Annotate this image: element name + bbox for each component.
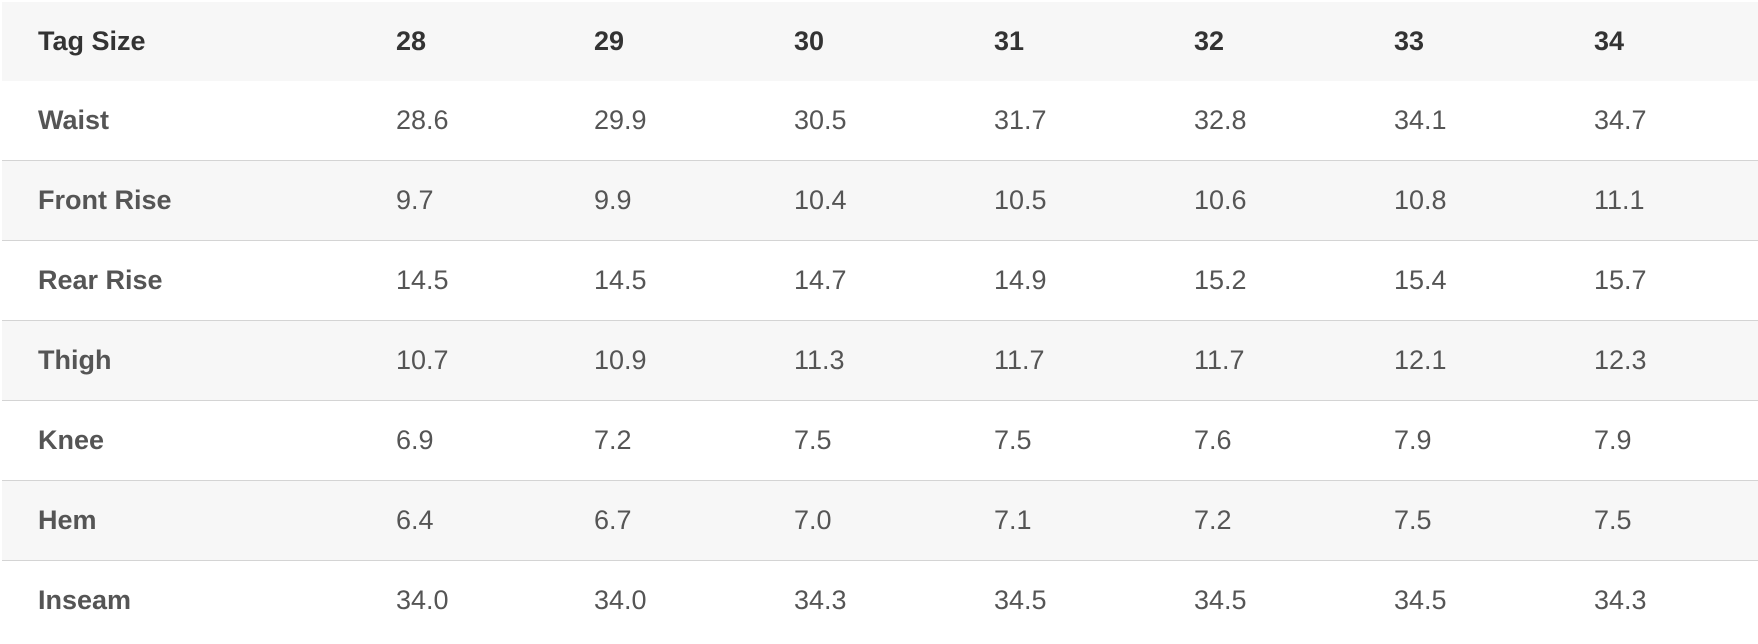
header-size-28: 28 [396,26,427,56]
table-cell: 11.7 [994,320,1194,401]
table-cell: 32.8 [1194,81,1394,161]
table-cell: 34.7 [1594,81,1758,161]
table-cell: 7.9 [1594,400,1758,481]
header-size-34: 34 [1594,26,1625,56]
table-cell: 7.2 [594,400,794,481]
table-cell: 6.4 [396,480,594,561]
row-label: Hem [2,480,396,561]
table-cell: 29.9 [594,81,794,161]
header-label-tag-size: Tag Size [38,26,146,56]
table-cell: 11.3 [794,320,994,401]
table-cell: 34.3 [794,585,847,615]
table-cell: 34.1 [1394,81,1594,161]
table-cell: 7.2 [1194,480,1394,561]
table-cell: 12.3 [1594,320,1758,401]
table-cell: 7.5 [1594,480,1758,561]
table-cell: 10.7 [396,320,594,401]
table-row-front-rise: Front Rise 9.7 9.9 10.4 10.5 10.6 10.8 1… [2,160,1758,241]
table-cell: 10.9 [594,320,794,401]
table-cell: 34.5 [1194,585,1247,615]
table-cell: 7.5 [1394,480,1594,561]
table-cell: 14.9 [994,240,1194,321]
header-size-32: 32 [1194,26,1225,56]
table-cell: 7.1 [994,480,1194,561]
table-cell: 12.1 [1394,320,1594,401]
table-row-waist: Waist 28.6 29.9 30.5 31.7 32.8 34.1 34.7 [2,81,1758,161]
table-cell: 14.7 [794,240,994,321]
table-cell: 9.7 [396,160,594,241]
table-cell: 7.9 [1394,400,1594,481]
table-cell: 28.6 [396,81,594,161]
table-cell: 7.6 [1194,400,1394,481]
header-size-33: 33 [1394,26,1425,56]
table-cell: 30.5 [794,81,994,161]
table-row-rear-rise: Rear Rise 14.5 14.5 14.7 14.9 15.2 15.4 … [2,240,1758,321]
table-cell: 31.7 [994,81,1194,161]
table-cell: 14.5 [396,240,594,321]
table-cell: 14.5 [594,240,794,321]
table-header-row: Tag Size 28 29 30 31 32 33 34 [2,2,1758,81]
row-label: Rear Rise [2,240,396,321]
table-cell: 34.0 [594,585,647,615]
table-cell: 34.5 [1394,585,1447,615]
table-row-knee: Knee 6.9 7.2 7.5 7.5 7.6 7.9 7.9 [2,400,1758,481]
table-cell: 10.4 [794,160,994,241]
table-cell: 15.4 [1394,240,1594,321]
table-cell: 10.5 [994,160,1194,241]
table-cell: 6.9 [396,400,594,481]
table-cell: 11.1 [1594,160,1758,241]
table-cell: 9.9 [594,160,794,241]
table-cell: 34.5 [994,585,1047,615]
table-cell: 34.3 [1594,585,1647,615]
table-cell: 7.5 [794,400,994,481]
row-label: Knee [2,400,396,481]
table-cell: 7.0 [794,480,994,561]
table-row-thigh: Thigh 10.7 10.9 11.3 11.7 11.7 12.1 12.3 [2,320,1758,401]
table-cell: 10.6 [1194,160,1394,241]
row-label: Thigh [2,320,396,401]
table-cell: 15.2 [1194,240,1394,321]
table-cell: 10.8 [1394,160,1594,241]
table-cell: 11.7 [1194,320,1394,401]
table-cell: 7.5 [994,400,1194,481]
row-label: Inseam [38,585,132,615]
table-row-inseam: Inseam 34.0 34.0 34.3 34.5 34.5 34.5 34.… [2,560,1758,640]
table-row-hem: Hem 6.4 6.7 7.0 7.1 7.2 7.5 7.5 [2,480,1758,561]
header-size-29: 29 [594,26,625,56]
table-cell: 6.7 [594,480,794,561]
table-cell: 34.0 [396,585,449,615]
table-cell: 15.7 [1594,240,1758,321]
header-size-30: 30 [794,26,825,56]
row-label: Waist [2,81,396,161]
row-label: Front Rise [2,160,396,241]
header-size-31: 31 [994,26,1025,56]
